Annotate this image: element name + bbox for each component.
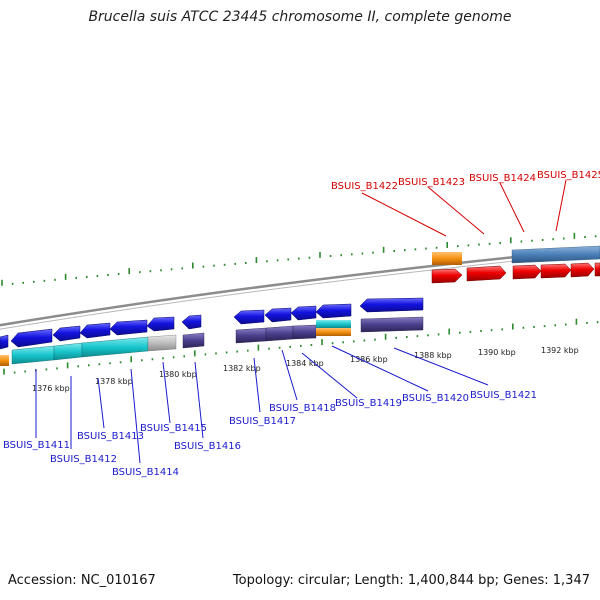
gene-leader-lines-above (361, 179, 567, 237)
gene-box-indigo[interactable] (235, 327, 267, 344)
gene-box-orange[interactable] (316, 328, 351, 336)
scale-label: 1388 kbp (414, 351, 452, 360)
gene-arrow-red[interactable] (594, 262, 600, 277)
gene-label[interactable]: BSUIS_B1413 (77, 431, 144, 442)
gene-box-indigo[interactable] (265, 325, 294, 342)
gene-label[interactable]: BSUIS_B1417 (229, 416, 296, 427)
scale-label: 1392 kbp (541, 346, 579, 355)
gene-arrow-blue[interactable] (10, 328, 53, 348)
gene-label[interactable]: BSUIS_B1422 (331, 181, 398, 192)
gene-arrow-red[interactable] (512, 264, 542, 280)
gene-arrow-blue[interactable] (52, 325, 81, 342)
gene-label[interactable]: BSUIS_B1412 (50, 454, 117, 465)
scale-label: 1378 kbp (95, 377, 133, 386)
gene-leader-lines-below (35, 345, 489, 464)
gene-box-gray[interactable] (147, 334, 177, 352)
scale-label: 1382 kbp (223, 364, 261, 373)
gene-label[interactable]: BSUIS_B1425 (537, 170, 600, 181)
gene-box-indigo[interactable] (182, 332, 205, 349)
gene-label[interactable]: BSUIS_B1423 (398, 177, 465, 188)
gene-arrow-blue[interactable] (146, 316, 175, 332)
gene-arrow-blue[interactable] (0, 334, 9, 350)
gene-arrow-blue[interactable] (359, 297, 424, 313)
accession-text: Accession: NC_010167 (8, 573, 156, 588)
gene-label[interactable]: BSUIS_B1415 (140, 423, 207, 434)
gene-label[interactable]: BSUIS_B1424 (469, 173, 536, 184)
gene-box-orange[interactable] (0, 355, 9, 366)
gene-arrow-blue[interactable] (181, 314, 202, 330)
gene-label[interactable]: BSUIS_B1420 (402, 393, 469, 404)
gene-box-cyan[interactable] (11, 345, 55, 365)
gene-arrow-red[interactable] (466, 265, 507, 282)
gene-label[interactable]: BSUIS_B1414 (112, 467, 179, 478)
gene-box-cyan[interactable] (316, 320, 351, 328)
scale-label: 1390 kbp (478, 348, 516, 357)
gene-label[interactable]: BSUIS_B1421 (470, 390, 537, 401)
gene-arrow-blue[interactable] (109, 319, 148, 336)
forward-strand-genes (431, 245, 600, 284)
reverse-strand-genes-row2 (0, 316, 424, 366)
scale-label: 1384 kbp (286, 359, 324, 368)
gene-arrow-blue[interactable] (233, 309, 265, 325)
gene-labels-above: BSUIS_B1422 BSUIS_B1423 BSUIS_B1424 BSUI… (331, 170, 600, 192)
gene-box-cyan[interactable] (81, 336, 149, 358)
gene-arrow-red[interactable] (540, 263, 572, 279)
gene-label[interactable]: BSUIS_B1411 (3, 440, 70, 451)
gene-arrow-blue[interactable] (315, 303, 352, 319)
map-title: Brucella suis ATCC 23445 chromosome II, … (88, 9, 512, 25)
scale-label: 1376 kbp (32, 384, 70, 393)
outer-tick-row (1, 232, 597, 286)
gene-label[interactable]: BSUIS_B1416 (174, 441, 241, 452)
gene-arrow-blue[interactable] (79, 322, 111, 339)
gene-arrow-blue[interactable] (264, 307, 292, 323)
scale-label: 1386 kbp (350, 355, 388, 364)
scale-labels: 1376 kbp 1378 kbp 1380 kbp 1382 kbp 1384… (32, 346, 579, 393)
gene-label[interactable]: BSUIS_B1419 (335, 398, 402, 409)
gene-arrow-blue[interactable] (290, 305, 317, 321)
scale-label: 1380 kbp (159, 370, 197, 379)
gene-arrow-red[interactable] (431, 268, 463, 284)
gene-box-indigo[interactable] (360, 316, 424, 333)
inner-tick-row (3, 318, 599, 375)
gene-box-steel[interactable] (511, 245, 600, 264)
reverse-strand-genes (0, 297, 424, 350)
gene-box-orange[interactable] (432, 252, 462, 265)
genome-summary-text: Topology: circular; Length: 1,400,844 bp… (232, 573, 590, 588)
gene-label[interactable]: BSUIS_B1418 (269, 403, 336, 414)
gene-box-cyan[interactable] (53, 342, 83, 361)
gene-labels-below: BSUIS_B1411 BSUIS_B1412 BSUIS_B1413 BSUI… (3, 390, 537, 478)
gene-arrow-red[interactable] (570, 262, 595, 278)
gene-box-indigo[interactable] (292, 324, 317, 340)
